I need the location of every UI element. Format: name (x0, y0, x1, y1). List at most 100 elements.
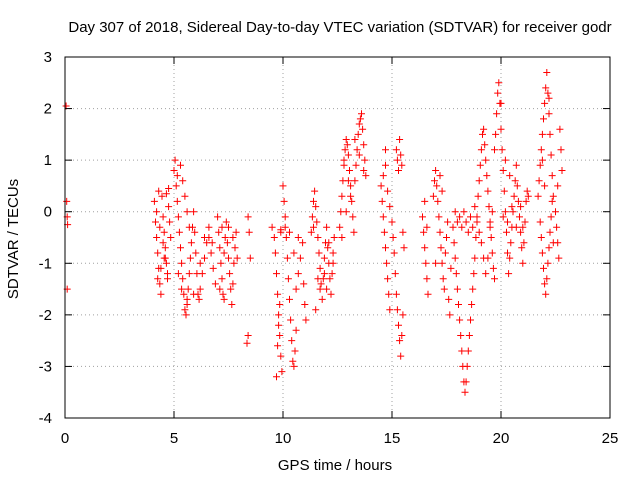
data-point (286, 228, 293, 236)
data-point (183, 208, 191, 216)
data-point (289, 357, 297, 365)
data-point (483, 172, 491, 180)
data-point (501, 208, 509, 216)
data-point (542, 84, 550, 92)
data-point (511, 177, 519, 185)
data-point (495, 79, 503, 87)
data-point (316, 285, 324, 293)
data-point (541, 99, 549, 107)
data-point (244, 213, 252, 221)
data-point (291, 347, 299, 355)
data-point (283, 254, 291, 262)
data-point (548, 197, 556, 205)
data-point (455, 301, 462, 308)
data-point (548, 172, 556, 180)
data-point (419, 213, 426, 221)
data-point (274, 290, 282, 298)
data-point (157, 264, 165, 272)
data-point (207, 249, 215, 257)
data-point (181, 192, 189, 200)
data-point (360, 167, 368, 174)
data-point (152, 218, 159, 226)
data-point (174, 213, 182, 221)
data-point (327, 290, 335, 298)
data-point (179, 177, 187, 185)
data-point (195, 295, 203, 303)
data-point (328, 270, 336, 278)
data-point (208, 239, 216, 247)
data-point (509, 208, 517, 216)
data-point (154, 275, 162, 283)
data-point (154, 249, 162, 257)
data-point (325, 239, 333, 247)
data-point (440, 285, 448, 293)
data-point (382, 146, 389, 154)
data-point (549, 192, 557, 200)
data-point (281, 213, 289, 221)
data-point (423, 275, 431, 283)
data-point (538, 156, 546, 164)
data-point (192, 249, 200, 257)
data-point (153, 234, 161, 241)
data-point (182, 311, 190, 319)
data-point (444, 218, 452, 226)
data-point (326, 275, 334, 283)
data-point (554, 182, 562, 190)
data-point (491, 146, 498, 154)
data-point (278, 368, 286, 376)
data-point (314, 234, 322, 241)
data-point (220, 295, 228, 303)
data-point (323, 285, 331, 293)
data-point (458, 347, 466, 355)
data-point (214, 213, 222, 221)
data-point (301, 301, 309, 308)
data-point (391, 270, 399, 278)
data-point (544, 259, 552, 267)
data-point (536, 161, 544, 169)
data-point (284, 275, 292, 283)
data-point (431, 177, 438, 185)
x-tick-label: 5 (170, 430, 178, 447)
data-point (179, 275, 187, 283)
data-point (361, 156, 369, 164)
data-point (382, 161, 389, 169)
data-point (396, 136, 404, 143)
data-point (471, 254, 479, 262)
data-point (180, 290, 188, 298)
data-point (362, 172, 370, 180)
data-point (273, 373, 280, 381)
data-point (159, 239, 167, 247)
data-point (350, 228, 358, 236)
data-point (453, 285, 461, 293)
data-point (542, 290, 550, 298)
data-point (177, 161, 184, 169)
data-point (190, 290, 198, 298)
data-point (153, 208, 161, 216)
data-point (543, 275, 551, 283)
data-point (488, 208, 496, 216)
data-point (436, 228, 444, 236)
data-point (329, 259, 337, 267)
data-point (545, 110, 553, 118)
data-point (463, 362, 471, 370)
data-point (437, 244, 445, 252)
data-point (503, 228, 510, 236)
data-point (290, 362, 298, 370)
data-point (205, 223, 213, 231)
data-point (175, 228, 183, 236)
data-point (546, 130, 554, 138)
data-point (222, 218, 230, 226)
data-point (225, 254, 232, 262)
data-point (290, 249, 298, 257)
data-point (392, 146, 400, 154)
data-point (185, 270, 193, 278)
data-point (464, 228, 472, 236)
data-point (160, 254, 168, 262)
data-point (336, 223, 344, 231)
data-point (344, 151, 352, 159)
data-point (441, 249, 449, 257)
data-point (545, 244, 553, 252)
data-point (282, 234, 290, 241)
